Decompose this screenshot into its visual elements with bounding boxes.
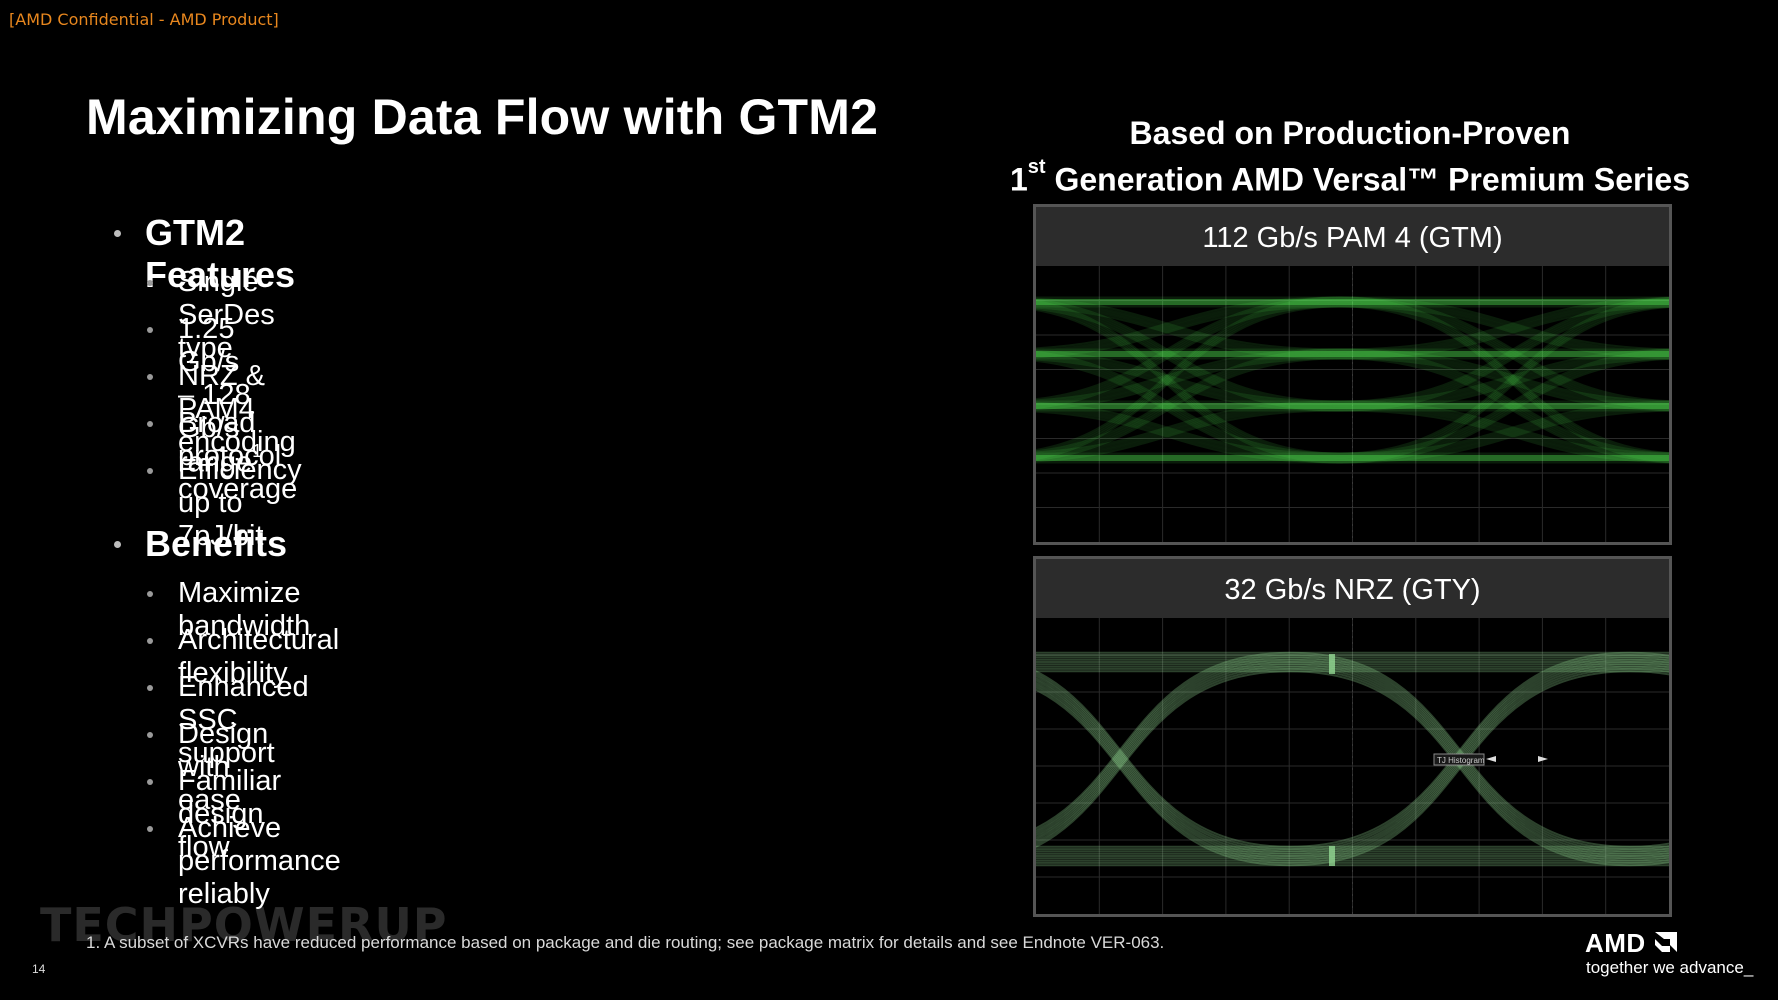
right-title-line1: Based on Production-Proven — [1129, 115, 1571, 151]
bullet-dot — [147, 638, 153, 644]
nrz-eye-diagram: TJ Histogram — [1036, 618, 1669, 914]
bullet-dot — [147, 374, 153, 380]
bullet-dot — [147, 327, 153, 333]
pam4-traces — [1036, 296, 1669, 464]
slide-title: Maximizing Data Flow with GTM2 — [86, 89, 879, 145]
bullet-dot — [147, 591, 153, 597]
list-item: Broad protocol coverage — [178, 407, 298, 505]
pam4-eye-diagram — [1036, 266, 1669, 542]
list-item: Efficiency up to 7pJ/bit — [178, 454, 302, 552]
list-item: Single SerDes type — [178, 266, 275, 364]
right-title-line2: 1st Generation AMD Versal™ Premium Serie… — [960, 153, 1740, 200]
footnote: 1. A subset of XCVRs have reduced perfor… — [86, 933, 1165, 952]
marker-top — [1329, 654, 1335, 674]
histogram-arrows — [1486, 756, 1548, 762]
list-item: NRZ & PAM4 encoding — [178, 360, 296, 458]
marker-bottom — [1329, 846, 1335, 866]
list-item: Maximize bandwidth — [178, 577, 311, 642]
panel-header — [1036, 559, 1669, 618]
list-item: 1.25 Gb/s – 128 Gb/s range1 — [178, 313, 262, 480]
bullet-dot — [147, 685, 153, 691]
list-item: Architectural flexibility — [178, 624, 340, 689]
tagline: together we advance_ — [1586, 958, 1754, 977]
title-ordinal-suffix: st — [1027, 156, 1046, 178]
bullet-dot — [114, 230, 121, 237]
scope-grid — [1036, 618, 1669, 914]
bullet-dot — [147, 468, 153, 474]
eye-diagram-panel-nrz: 32 Gb/s NRZ (GTY) TJ Histogram — [1033, 556, 1672, 917]
list-item: Familiar design flow — [178, 765, 282, 863]
eye-diagram-panel-pam4: 112 Gb/s PAM 4 (GTM) — [1033, 204, 1672, 545]
title-rest: Generation AMD Versal™ Premium Series — [1045, 161, 1690, 198]
list-item: Achieve performance reliably — [178, 812, 341, 910]
histogram-marker — [1433, 753, 1485, 766]
list-item-text: 1.25 Gb/s – 128 Gb/s range — [178, 313, 253, 479]
panel-header — [1036, 207, 1669, 266]
bullet-dot — [147, 280, 153, 286]
confidential-label: [AMD Confidential - AMD Product] — [9, 10, 279, 29]
bullet-dot — [147, 421, 153, 427]
scope-grid — [1036, 266, 1669, 542]
footnote-ref: 1 — [252, 441, 263, 461]
panel-label: 32 Gb/s NRZ (GTY) — [1224, 574, 1481, 606]
title-ordinal: 1 — [1010, 161, 1028, 198]
page-number: 14 — [32, 962, 46, 976]
bullet-dot — [147, 732, 153, 738]
list-item: Design with ease — [178, 718, 269, 816]
histogram-marker-label: TJ Histogram — [1437, 756, 1485, 765]
bullet-dot — [147, 826, 153, 832]
amd-logo: AMD — [1585, 928, 1646, 958]
amd-arrow-icon — [1655, 932, 1677, 952]
bullet-dot — [147, 779, 153, 785]
section-heading-benefits: Benefits — [145, 523, 288, 564]
panel-label: 112 Gb/s PAM 4 (GTM) — [1202, 222, 1503, 254]
pam4-level-bands — [1036, 299, 1669, 461]
list-item: Enhanced SSC support — [178, 671, 309, 769]
watermark-logo: TECHPOWERUP — [40, 898, 448, 952]
section-heading-features: GTM2 Features — [145, 212, 296, 295]
bullet-dot — [114, 541, 121, 548]
